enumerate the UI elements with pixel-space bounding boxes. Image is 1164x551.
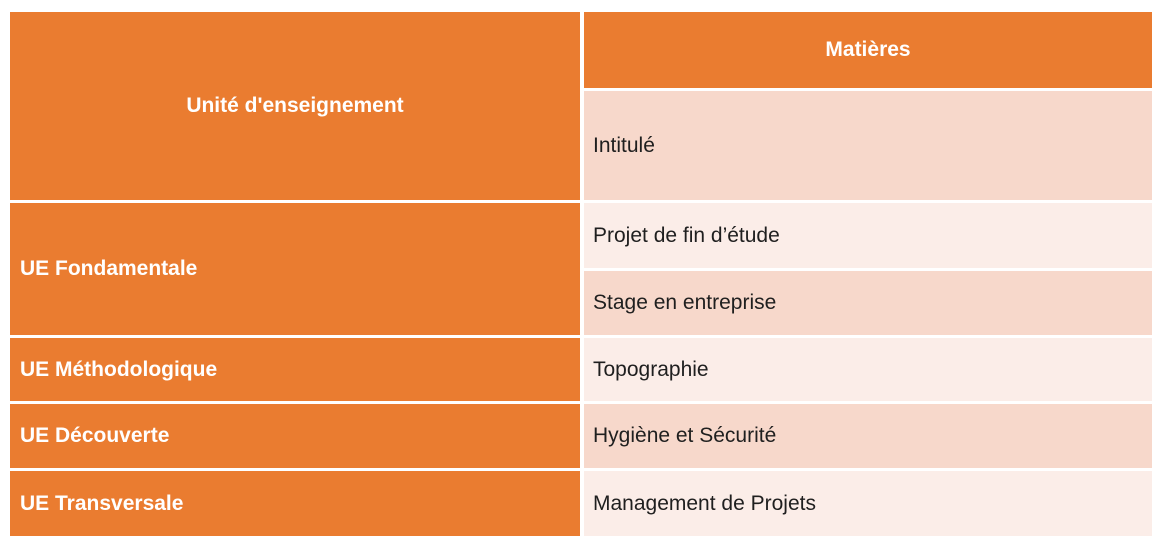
table-cell-label: Management de Projets — [593, 491, 816, 515]
course-units-table: Unité d'enseignement Matières Intitulé U… — [10, 12, 1152, 536]
table-cell-hygiene-securite: Hygiène et Sécurité — [584, 404, 1152, 468]
row-header-ue-fondamentale: UE Fondamentale — [10, 203, 580, 335]
header-label-matieres: Matières — [825, 38, 911, 61]
row-header-ue-methodologique: UE Méthodologique — [10, 338, 580, 401]
subheader-cell-intitule: Intitulé — [584, 91, 1152, 200]
row-header-label: UE Découverte — [20, 424, 170, 447]
table-cell-label: Stage en entreprise — [593, 291, 777, 314]
table-cell-label: Hygiène et Sécurité — [593, 424, 777, 447]
header-cell-unite-enseignement: Unité d'enseignement — [10, 12, 580, 200]
header-label-unite: Unité d'enseignement — [186, 94, 404, 117]
table-cell-projet-fin-etude: Projet de fin d’étude — [584, 203, 1152, 268]
table-cell-topographie: Topographie — [584, 338, 1152, 401]
row-header-ue-transversale: UE Transversale — [10, 471, 580, 536]
table-cell-label: Projet de fin d’étude — [593, 223, 780, 247]
row-header-label: UE Transversale — [20, 491, 184, 515]
header-cell-matieres: Matières — [584, 12, 1152, 88]
row-header-ue-decouverte: UE Découverte — [10, 404, 580, 468]
table-cell-management-projets: Management de Projets — [584, 471, 1152, 536]
row-header-label: UE Fondamentale — [20, 257, 198, 280]
subheader-label-intitule: Intitulé — [593, 133, 655, 157]
row-header-label: UE Méthodologique — [20, 357, 218, 381]
table-cell-label: Topographie — [593, 357, 709, 381]
table-cell-stage-entreprise: Stage en entreprise — [584, 271, 1152, 335]
